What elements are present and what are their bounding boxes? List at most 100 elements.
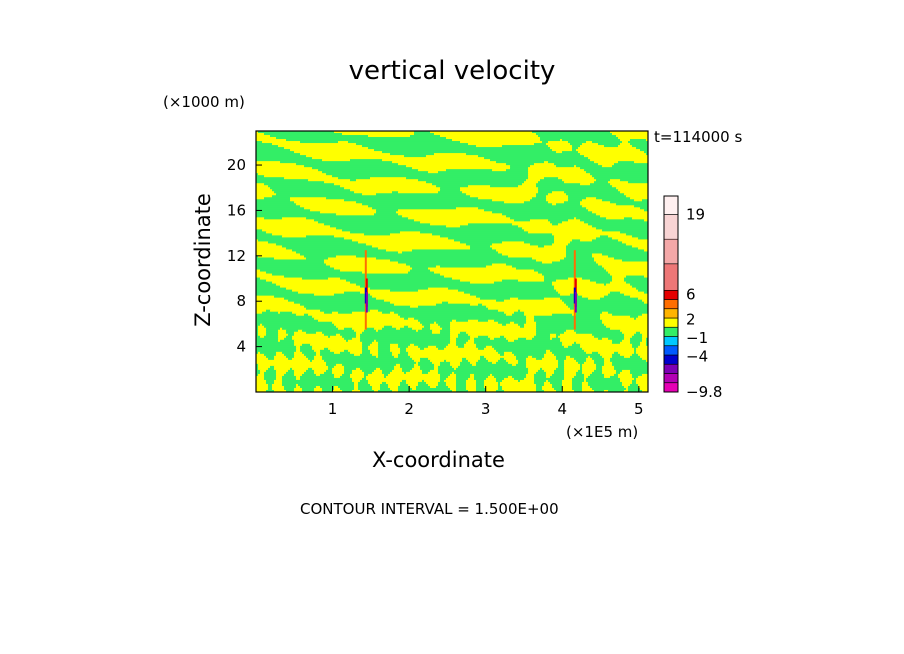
- field-cell: [622, 339, 631, 343]
- field-cell: [442, 327, 451, 331]
- field-cell: [284, 387, 295, 391]
- field-cell: [602, 321, 648, 325]
- field-cell: [302, 351, 317, 355]
- field-cell: [512, 351, 547, 355]
- field-cell: [622, 259, 648, 263]
- field-cell: [256, 307, 307, 311]
- field-cell: [562, 299, 643, 303]
- field-cell: [420, 359, 431, 363]
- field-cell: [286, 371, 295, 375]
- field-cell: [256, 229, 263, 232]
- field-cell: [634, 317, 637, 321]
- field-cell: [334, 267, 413, 271]
- field-cell: [624, 337, 631, 341]
- field-cell: [582, 385, 591, 389]
- field-cell: [328, 335, 331, 339]
- field-cell: [390, 233, 433, 236]
- field-cell: [256, 285, 281, 289]
- field-cell: [362, 203, 553, 206]
- field-cell: [360, 379, 369, 383]
- field-cell: [340, 185, 437, 188]
- field-cell: [280, 161, 393, 164]
- field-cell: [316, 331, 323, 335]
- field-cell: [592, 175, 648, 178]
- field-cell: [256, 349, 297, 353]
- field-cell: [570, 307, 648, 311]
- field-cell: [584, 221, 648, 224]
- field-cell: [596, 363, 605, 367]
- field-cell: [256, 287, 287, 291]
- field-cell: [576, 331, 623, 335]
- field-cell: [602, 265, 648, 269]
- field-cell: [552, 373, 565, 377]
- field-cell: [326, 369, 333, 373]
- field-cell: [540, 179, 563, 182]
- field-cell: [462, 359, 469, 363]
- field-cell: [256, 367, 259, 371]
- field-cell: [350, 159, 383, 162]
- x-tick-label: 4: [557, 400, 567, 418]
- field-cell: [536, 183, 581, 186]
- field-cell: [468, 377, 475, 381]
- field-cell: [338, 177, 371, 180]
- field-cell: [514, 353, 545, 357]
- field-cell: [568, 243, 627, 247]
- field-cell: [636, 349, 648, 353]
- field-cell: [368, 205, 583, 208]
- field-cell: [460, 225, 519, 228]
- field-cell: [506, 323, 519, 327]
- field-cell: [432, 233, 553, 236]
- field-cell: [434, 321, 437, 325]
- field-cell: [456, 343, 465, 347]
- field-cell: [550, 221, 563, 224]
- field-cell: [570, 355, 589, 359]
- field-cell: [438, 369, 529, 373]
- field-cell: [256, 257, 275, 261]
- field-cell: [564, 361, 579, 365]
- field-cell: [496, 389, 505, 392]
- field-cell: [602, 367, 615, 371]
- field-cell: [266, 379, 275, 383]
- field-cell: [456, 207, 479, 210]
- field-cell: [622, 369, 631, 373]
- field-cell: [256, 241, 269, 245]
- field-cell: [462, 357, 467, 361]
- field-cell: [604, 375, 611, 379]
- field-cell: [630, 341, 641, 345]
- field-cell: [400, 383, 409, 387]
- field-cell: [356, 143, 469, 146]
- field-cell: [412, 327, 423, 331]
- field-cell: [580, 167, 648, 170]
- field-cell: [336, 255, 357, 259]
- field-cell: [466, 381, 477, 385]
- field-cell: [528, 173, 591, 176]
- field-cell: [606, 283, 631, 287]
- field-cell: [626, 195, 648, 198]
- field-cell: [460, 331, 467, 335]
- field-cell: [406, 381, 419, 385]
- field-cell: [428, 267, 517, 271]
- field-cell: [538, 271, 609, 275]
- field-cell: [302, 277, 329, 281]
- field-cell: [380, 387, 391, 391]
- field-cell: [534, 381, 545, 385]
- field-cell: [370, 343, 379, 347]
- field-cell: [306, 257, 329, 261]
- field-cell: [392, 191, 399, 194]
- field-cell: [392, 389, 399, 392]
- field-cell: [272, 195, 471, 198]
- field-cell: [474, 377, 487, 381]
- field-cell: [378, 345, 391, 349]
- field-cell: [294, 333, 325, 337]
- field-cell: [630, 295, 648, 299]
- field-cell: [608, 235, 633, 239]
- field-cell: [310, 209, 377, 212]
- field-cell: [490, 185, 519, 188]
- field-cell: [550, 333, 557, 337]
- field-cell: [260, 369, 267, 373]
- field-cell: [316, 353, 321, 357]
- field-cell: [436, 185, 469, 188]
- field-cell: [506, 359, 519, 363]
- field-cell: [490, 373, 493, 377]
- field-cell: [284, 177, 339, 180]
